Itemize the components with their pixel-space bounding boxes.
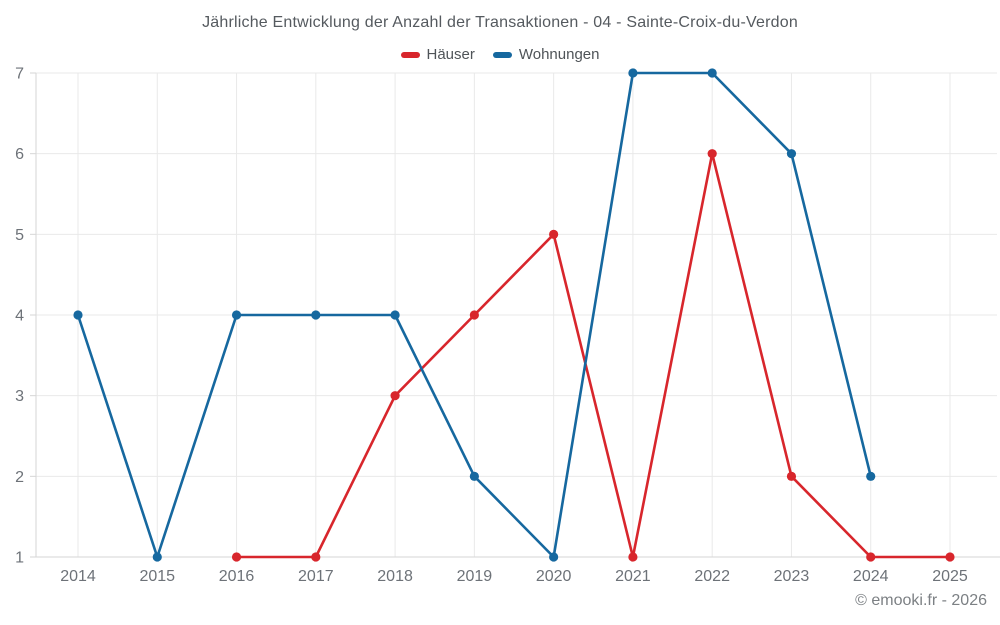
y-axis-label: 3 <box>15 388 24 405</box>
data-point-häuser[interactable] <box>469 310 479 320</box>
data-point-wohnungen[interactable] <box>73 310 83 320</box>
y-axis-label: 2 <box>15 469 24 486</box>
data-point-wohnungen[interactable] <box>549 552 559 562</box>
legend: Häuser Wohnungen <box>0 46 1000 63</box>
x-axis-label: 2018 <box>377 568 413 585</box>
data-point-häuser[interactable] <box>390 391 400 401</box>
data-point-häuser[interactable] <box>628 552 638 562</box>
legend-swatch-wohnungen-icon <box>492 51 512 58</box>
data-point-häuser[interactable] <box>866 552 876 562</box>
y-axis-label: 7 <box>15 66 24 83</box>
legend-label-haeuser: Häuser <box>426 46 475 63</box>
data-point-wohnungen[interactable] <box>469 471 479 481</box>
x-axis-label: 2022 <box>694 568 730 585</box>
data-point-häuser[interactable] <box>311 552 321 562</box>
data-point-wohnungen[interactable] <box>866 471 876 481</box>
legend-item-wohnungen[interactable]: Wohnungen <box>492 46 600 63</box>
legend-label-wohnungen: Wohnungen <box>518 46 600 63</box>
footer-credit: © emooki.fr - 2026 <box>855 592 987 609</box>
legend-swatch-haeuser-icon <box>400 51 420 58</box>
x-axis-label: 2021 <box>615 568 651 585</box>
data-point-wohnungen[interactable] <box>311 310 321 320</box>
data-point-häuser[interactable] <box>231 552 242 562</box>
x-axis-label: 2014 <box>60 568 96 585</box>
chart-title: Jährliche Entwicklung der Anzahl der Tra… <box>202 14 798 31</box>
data-point-häuser[interactable] <box>549 229 559 239</box>
x-axis-label: 2020 <box>536 568 572 585</box>
data-point-häuser[interactable] <box>945 552 955 562</box>
data-point-häuser[interactable] <box>786 471 797 481</box>
x-axis-label: 2024 <box>853 568 889 585</box>
series-line-häuser <box>235 152 952 559</box>
data-point-wohnungen[interactable] <box>628 68 638 78</box>
y-axis-label: 1 <box>15 550 24 567</box>
data-point-wohnungen[interactable] <box>707 68 717 78</box>
x-axis-label: 2023 <box>774 568 810 585</box>
y-axis-label: 6 <box>15 146 24 163</box>
data-point-häuser[interactable] <box>707 149 717 159</box>
data-point-wohnungen[interactable] <box>786 149 797 159</box>
x-axis-label: 2017 <box>298 568 334 585</box>
legend-item-haeuser[interactable]: Häuser <box>400 46 475 63</box>
x-axis-label: 2016 <box>219 568 255 585</box>
data-point-wohnungen[interactable] <box>152 552 162 562</box>
data-point-wohnungen[interactable] <box>390 310 400 320</box>
data-point-wohnungen[interactable] <box>231 310 242 320</box>
x-axis-label: 2019 <box>457 568 493 585</box>
x-axis-label: 2015 <box>139 568 175 585</box>
y-axis-label: 5 <box>15 227 24 244</box>
x-axis-label: 2025 <box>932 568 968 585</box>
y-axis-label: 4 <box>15 308 24 325</box>
